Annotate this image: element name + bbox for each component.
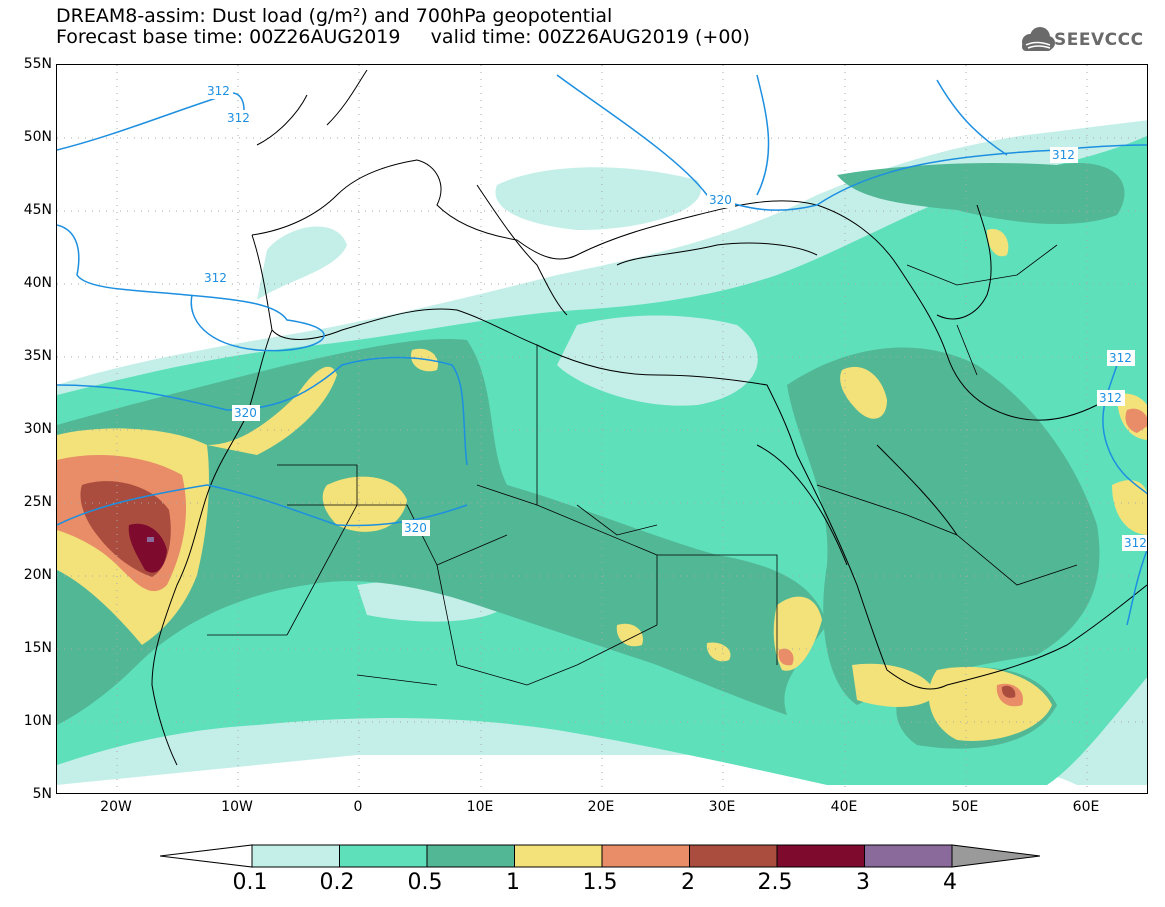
coastlines: [151, 69, 1147, 766]
dust-layer-3: [147, 537, 154, 542]
lon-label: 10E: [466, 799, 494, 815]
lon-label: 0: [353, 799, 363, 815]
cloud-icon: [1022, 27, 1055, 51]
contour-label: 320: [234, 406, 257, 420]
colorbar-label: 0.2: [319, 870, 355, 895]
dust-map: 312 312 312 312 312 320 320 320 312 312: [57, 65, 1147, 793]
colorbar-label: 4: [943, 870, 957, 895]
colorbar-cell: [864, 844, 953, 868]
colorbar-cell: [514, 844, 603, 868]
colorbar-label: 2: [681, 870, 695, 895]
contour-label: 312: [227, 111, 250, 125]
colorbar-cell: [601, 844, 690, 868]
colorbar: [160, 844, 1041, 868]
lat-label: 30N: [23, 421, 52, 437]
contour-label: 320: [404, 521, 427, 535]
lat-label: 15N: [23, 640, 52, 656]
colorbar-arrow-left: [160, 844, 253, 868]
lon-label: 40E: [830, 799, 858, 815]
contour-label: 312: [1052, 148, 1075, 162]
map-panel: 312 312 312 312 312 320 320 320 312 312: [56, 64, 1148, 794]
colorbar-cell: [689, 844, 778, 868]
lat-label: 55N: [23, 56, 52, 72]
colorbar-label: 2.5: [757, 870, 793, 895]
logo-text: SEEVCCC: [1054, 30, 1144, 50]
lon-label: 10W: [221, 799, 253, 815]
lon-label: 20E: [587, 799, 615, 815]
lat-label: 10N: [23, 713, 52, 729]
lat-label: 50N: [23, 129, 52, 145]
colorbar-label: 3: [856, 870, 870, 895]
lon-label: 20W: [100, 799, 132, 815]
contour-labels: 312 312 312 312 312 320 320 320 312 312: [202, 83, 1147, 551]
lat-label: 40N: [23, 275, 52, 291]
contour-label: 312: [207, 84, 230, 98]
colorbar-label: 0.5: [407, 870, 443, 895]
colorbar-cells: [251, 844, 953, 868]
contour-label: 312: [1099, 391, 1122, 405]
colorbar-arrow-right: [951, 844, 1041, 868]
lat-label: 25N: [23, 494, 52, 510]
colorbar-cell: [251, 844, 340, 868]
lon-label: 60E: [1072, 799, 1100, 815]
colorbar-cell: [776, 844, 865, 868]
map-title: DREAM8-assim: Dust load (g/m²) and 700hP…: [56, 5, 613, 27]
colorbar-label: 0.1: [232, 870, 268, 895]
colorbar-cell: [426, 844, 515, 868]
contour-label: 312: [1109, 351, 1132, 365]
lon-label: 50E: [951, 799, 979, 815]
graticule: [57, 65, 1147, 793]
contour-label: 312: [204, 271, 227, 285]
lat-label: 45N: [23, 202, 52, 218]
lon-label: 30E: [708, 799, 736, 815]
contour-label: 320: [709, 193, 732, 207]
map-subtitle: Forecast base time: 00Z26AUG2019 valid t…: [56, 26, 750, 48]
contour-label: 312: [1124, 536, 1147, 550]
colorbar-cell: [339, 844, 428, 868]
lat-label: 35N: [23, 348, 52, 364]
colorbar-label: 1: [506, 870, 520, 895]
lat-label: 5N: [32, 786, 52, 802]
colorbar-label: 1.5: [582, 870, 618, 895]
dust-layer-2.5: [128, 523, 167, 573]
lat-label: 20N: [23, 567, 52, 583]
